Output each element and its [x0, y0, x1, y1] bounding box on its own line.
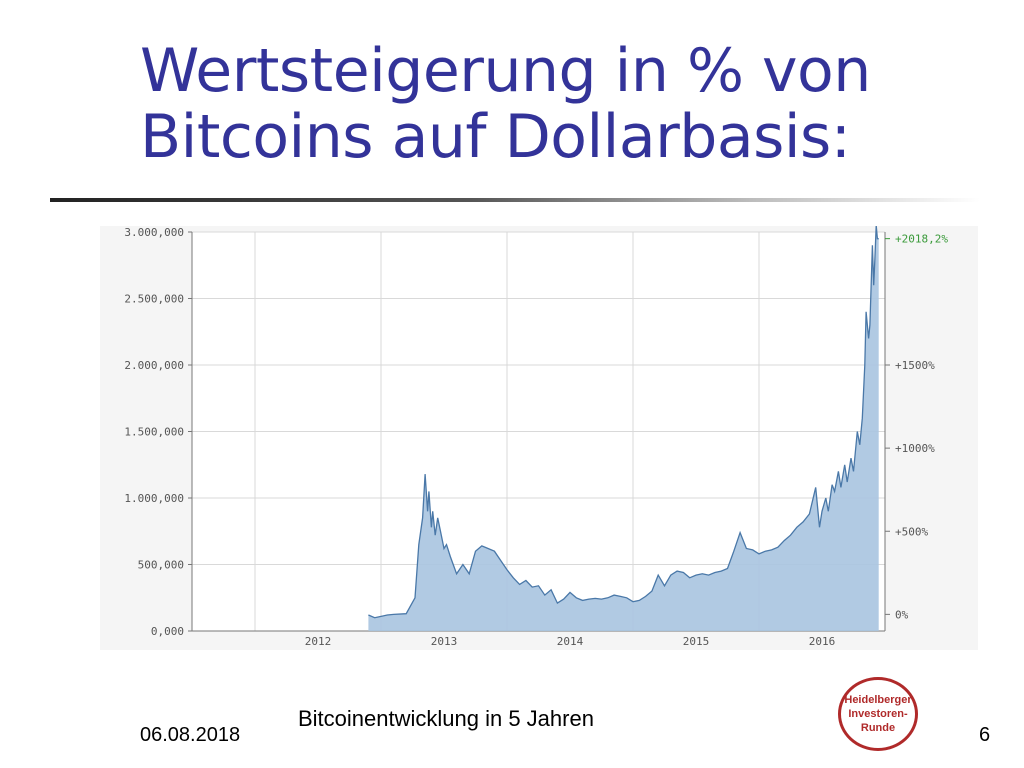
slide-title-line-2: Bitcoins auf Dollarbasis: [140, 102, 851, 172]
logo-line-2: Investoren- [848, 708, 908, 720]
slide-date: 06.08.2018 [140, 724, 241, 746]
chart-caption: Bitcoinentwicklung in 5 Jahren [298, 706, 594, 731]
chart-svg: 3.000,000 2.500,000 2.000,000 1.500,000 1.00… [124, 226, 948, 648]
x-tick-label: 2013 [431, 635, 458, 648]
right-tick-label: 0% [895, 608, 909, 621]
y-tick-label: 1.500,000 [124, 426, 184, 439]
logo-line-1: Heidelberger [844, 694, 912, 706]
series-area [368, 226, 879, 631]
latest-value-label: +2018,2% [895, 233, 948, 246]
slide-title: Wertsteigerung in % von Bitcoins auf Dol… [140, 38, 1000, 170]
y-tick-label: 0,000 [151, 625, 184, 638]
right-tick-label: +500% [895, 525, 928, 538]
y-tick-label: 1.000,000 [124, 492, 184, 505]
slide-page-number: 6 [979, 724, 991, 746]
series-line [368, 226, 879, 619]
slide-title-line-1: Wertsteigerung in % von [140, 36, 871, 106]
y-tick-label: 3.000,000 [124, 226, 184, 239]
heidelberger-logo: Heidelberger Investoren- Runde [838, 677, 918, 751]
y-tick-label: 2.000,000 [124, 359, 184, 372]
y-tick-label: 500,000 [138, 559, 184, 572]
x-tick-label: 2016 [809, 635, 836, 648]
right-tick-label: +1500% [895, 359, 935, 372]
right-tick-label: +1000% [895, 442, 935, 455]
title-divider [50, 198, 980, 202]
y-tick-label: 2.500,000 [124, 293, 184, 306]
x-tick-label: 2012 [305, 635, 332, 648]
x-tick-label: 2014 [557, 635, 584, 648]
bitcoin-chart: 3.000,000 2.500,000 2.000,000 1.500,000 1.00… [100, 226, 978, 650]
logo-line-3: Runde [860, 722, 896, 734]
x-tick-label: 2015 [683, 635, 710, 648]
